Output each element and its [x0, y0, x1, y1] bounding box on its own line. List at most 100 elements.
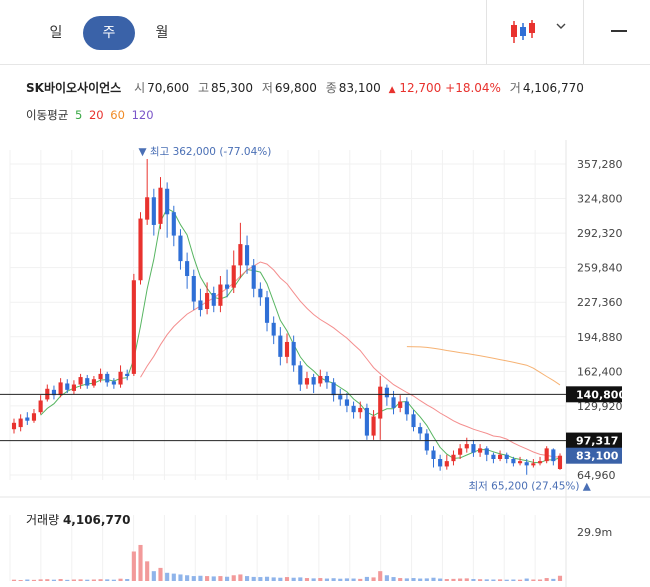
- y-tick-label: 162,400: [577, 365, 623, 378]
- ma-60[interactable]: 60: [110, 108, 125, 122]
- candle: [498, 454, 503, 459]
- volume-bar: [98, 579, 103, 581]
- chevron-down-icon[interactable]: [556, 20, 566, 34]
- volume-label: 거: [509, 81, 521, 95]
- toolbar-divider: [486, 0, 487, 64]
- candle: [411, 414, 416, 428]
- candle: [258, 288, 263, 298]
- tab-monthly[interactable]: 월: [155, 25, 169, 41]
- stock-info: SK바이오사이언스 시 70,600 고 85,300 저 69,800 종 83,10…: [26, 79, 584, 96]
- candle: [191, 276, 196, 302]
- y-tick-label: 357,280: [577, 158, 623, 171]
- candle: [537, 461, 543, 464]
- candle: [378, 386, 383, 419]
- volume-bar: [211, 576, 216, 581]
- volume-bar: [511, 579, 516, 581]
- y-tick-label: 194,880: [577, 331, 623, 344]
- volume-bar: [331, 578, 336, 581]
- volume-bar: [145, 561, 150, 581]
- volume-bar: [65, 579, 70, 581]
- volume-bar: [304, 578, 310, 581]
- candle: [424, 433, 429, 451]
- volume-bar: [258, 577, 263, 581]
- volume-bar: [471, 579, 476, 581]
- candle: [178, 235, 183, 262]
- candle: [304, 378, 310, 385]
- volume-bar: [464, 578, 469, 581]
- volume-bar: [291, 577, 296, 581]
- candle: [151, 197, 156, 225]
- candle: [145, 197, 150, 220]
- ma-60-line: [406, 346, 561, 386]
- tab-daily[interactable]: 일: [49, 25, 63, 41]
- candle: [311, 377, 316, 385]
- ma-5[interactable]: 5: [74, 108, 83, 122]
- price-tag-label: 83,100: [576, 450, 619, 463]
- price-chart[interactable]: 357,280 324,800 292,320 259,840 227,360 194,8…: [0, 140, 650, 587]
- ma-5-line: [40, 207, 561, 464]
- candle: [491, 454, 496, 459]
- candle: [85, 378, 90, 386]
- candle: [431, 450, 436, 459]
- candle: [358, 407, 363, 413]
- candle: [278, 335, 283, 357]
- y-tick-label: 227,360: [577, 296, 623, 309]
- candle: [524, 462, 529, 466]
- candle: [284, 341, 290, 357]
- minus-icon[interactable]: [611, 30, 627, 32]
- candle: [244, 245, 250, 266]
- volume-bar: [404, 578, 409, 581]
- candle: [271, 322, 276, 336]
- chart-toolbar: 일 주 월: [0, 0, 650, 65]
- candle: [231, 265, 236, 288]
- price-tag-label: 140,800: [576, 388, 626, 401]
- y-tick-label: 129,920: [577, 400, 623, 413]
- volume-bar: [38, 579, 43, 581]
- volume-bar: [364, 576, 369, 581]
- candle: [98, 373, 103, 380]
- candle: [118, 371, 123, 385]
- candle: [198, 300, 203, 311]
- volume-bar: [517, 579, 523, 581]
- volume-bar: [118, 578, 123, 581]
- candle: [205, 293, 210, 309]
- high-annotation: ▼ 최고 362,000 (-77.04%): [139, 146, 272, 158]
- candle: [404, 401, 409, 415]
- volume-bar: [251, 576, 256, 581]
- ma-120[interactable]: 120: [131, 108, 154, 122]
- candle: [291, 341, 296, 366]
- candlestick-icon[interactable]: [508, 18, 538, 46]
- low-value: 69,800: [274, 81, 317, 95]
- volume-bar: [351, 578, 356, 581]
- candle: [58, 382, 63, 396]
- candle: [65, 383, 70, 390]
- volume-bar: [25, 579, 30, 581]
- volume-bar: [85, 579, 90, 581]
- volume-bar: [411, 578, 416, 581]
- candle: [11, 422, 17, 430]
- y-tick-label: 64,960: [577, 469, 616, 482]
- candle: [444, 461, 449, 467]
- candle: [451, 454, 456, 462]
- candle: [105, 373, 110, 383]
- volume-bar: [358, 578, 363, 581]
- candle: [531, 463, 536, 466]
- volume-bar: [11, 579, 17, 581]
- y-tick-label: 259,840: [577, 262, 623, 275]
- candle: [225, 284, 230, 289]
- y-tick-label: 324,800: [577, 193, 623, 206]
- volume-bar: [58, 579, 63, 581]
- volume-bar: [278, 577, 283, 581]
- period-tabs: 일 주 월: [30, 16, 189, 50]
- candle: [51, 389, 57, 396]
- volume-bar: [78, 579, 83, 581]
- volume-title-label: 거래량: [26, 513, 60, 527]
- volume-axis-label: 29.9m: [577, 526, 612, 539]
- candle: [331, 382, 336, 396]
- volume-bar: [105, 579, 110, 581]
- candle: [471, 444, 476, 453]
- candle: [338, 395, 343, 400]
- tab-weekly[interactable]: 주: [83, 16, 135, 50]
- ma-20[interactable]: 20: [88, 108, 104, 122]
- price-tag-box: [566, 447, 622, 464]
